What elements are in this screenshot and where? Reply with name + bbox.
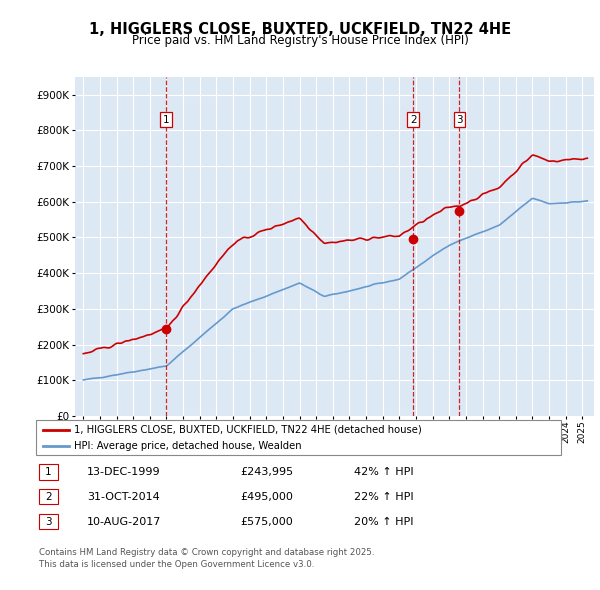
Text: £575,000: £575,000 (240, 517, 293, 526)
Text: 22% ↑ HPI: 22% ↑ HPI (354, 492, 413, 502)
Text: 1: 1 (45, 467, 52, 477)
Text: 1, HIGGLERS CLOSE, BUXTED, UCKFIELD, TN22 4HE (detached house): 1, HIGGLERS CLOSE, BUXTED, UCKFIELD, TN2… (74, 425, 422, 435)
Text: 1: 1 (163, 114, 169, 124)
Text: 42% ↑ HPI: 42% ↑ HPI (354, 467, 413, 477)
Text: HPI: Average price, detached house, Wealden: HPI: Average price, detached house, Weal… (74, 441, 301, 451)
Text: 2: 2 (410, 114, 416, 124)
Text: 31-OCT-2014: 31-OCT-2014 (87, 492, 160, 502)
Text: £243,995: £243,995 (240, 467, 293, 477)
Text: £495,000: £495,000 (240, 492, 293, 502)
Text: 1, HIGGLERS CLOSE, BUXTED, UCKFIELD, TN22 4HE: 1, HIGGLERS CLOSE, BUXTED, UCKFIELD, TN2… (89, 22, 511, 37)
Text: Contains HM Land Registry data © Crown copyright and database right 2025.
This d: Contains HM Land Registry data © Crown c… (39, 548, 374, 569)
Text: Price paid vs. HM Land Registry's House Price Index (HPI): Price paid vs. HM Land Registry's House … (131, 34, 469, 47)
Text: 13-DEC-1999: 13-DEC-1999 (87, 467, 161, 477)
Text: 2: 2 (45, 492, 52, 502)
Text: 20% ↑ HPI: 20% ↑ HPI (354, 517, 413, 526)
Text: 3: 3 (456, 114, 463, 124)
Text: 3: 3 (45, 517, 52, 526)
Text: 10-AUG-2017: 10-AUG-2017 (87, 517, 161, 526)
